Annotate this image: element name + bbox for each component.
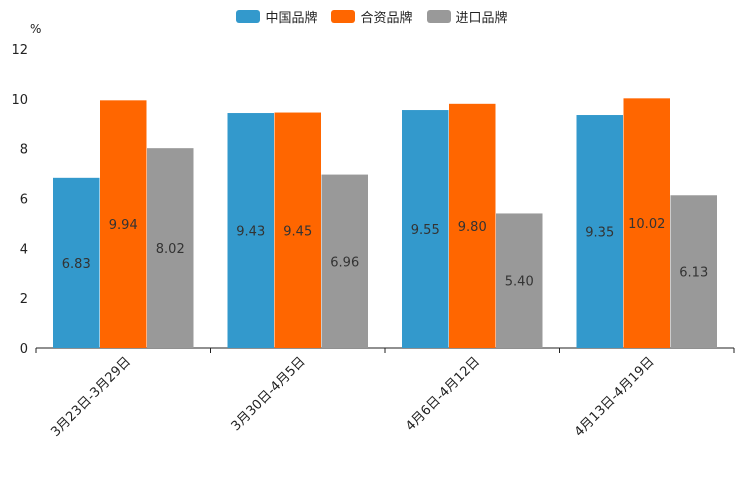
data-label-s1-c2: 9.80 [458,220,487,235]
legend-item-imported[interactable]: 进口品牌 [426,7,508,26]
y-tick-label-5: 10 [11,93,28,108]
y-axis-unit: % [30,22,42,36]
bar-s1-c1 [274,112,321,348]
bar-s2-c3 [670,195,717,348]
data-label-s1-c1: 9.45 [283,224,312,239]
bar-s1-c2 [449,103,496,348]
y-tick-label-3: 6 [20,193,28,208]
bar-s2-c0 [147,148,194,348]
x-tick-label-1: 3月30日-4月5日 [229,354,309,434]
data-label-s1-c0: 9.94 [109,218,138,233]
legend-label-joint-venture: 合资品牌 [360,11,413,26]
x-tick-label-0: 3月23日-3月29日 [48,354,134,440]
bar-s0-c3 [576,115,623,348]
bar-s0-c2 [402,110,449,348]
legend-swatch-imported [426,10,451,23]
y-tick-label-4: 8 [20,143,28,158]
data-label-s0-c1: 9.43 [236,225,265,240]
legend-label-domestic: 中国品牌 [265,11,318,26]
legend-item-domestic[interactable]: 中国品牌 [236,7,317,26]
data-label-s2-c2: 5.40 [505,275,534,290]
bar-s1-c3 [623,98,670,349]
data-label-s0-c0: 6.83 [62,257,91,272]
y-tick-label-1: 2 [20,292,28,307]
x-tick-label-2: 4月6日-4月12日 [403,354,483,434]
bar-s0-c0 [53,177,100,348]
y-tick-label-2: 4 [20,242,28,257]
bar-s1-c0 [100,100,147,348]
bar-s0-c1 [227,113,274,349]
data-label-s1-c3: 10.02 [628,217,665,232]
bar-s2-c2 [496,213,543,348]
legend-swatch-domestic [236,10,261,23]
data-label-s2-c3: 6.13 [679,266,708,281]
legend: 中国品牌 合资品牌 进口品牌 [0,7,744,26]
y-tick-label-6: 12 [11,43,28,58]
legend-swatch-joint-venture [331,10,356,23]
data-label-s2-c0: 8.02 [156,242,185,257]
legend-label-imported: 进口品牌 [455,11,508,26]
y-tick-label-0: 0 [20,342,28,357]
data-label-s0-c3: 9.35 [585,226,614,241]
data-label-s0-c2: 9.55 [411,223,440,238]
bar-s2-c1 [321,174,368,348]
x-tick-label-3: 4月13日-4月19日 [572,354,658,440]
legend-item-joint-venture[interactable]: 合资品牌 [331,7,413,26]
data-label-s2-c1: 6.96 [330,255,359,270]
